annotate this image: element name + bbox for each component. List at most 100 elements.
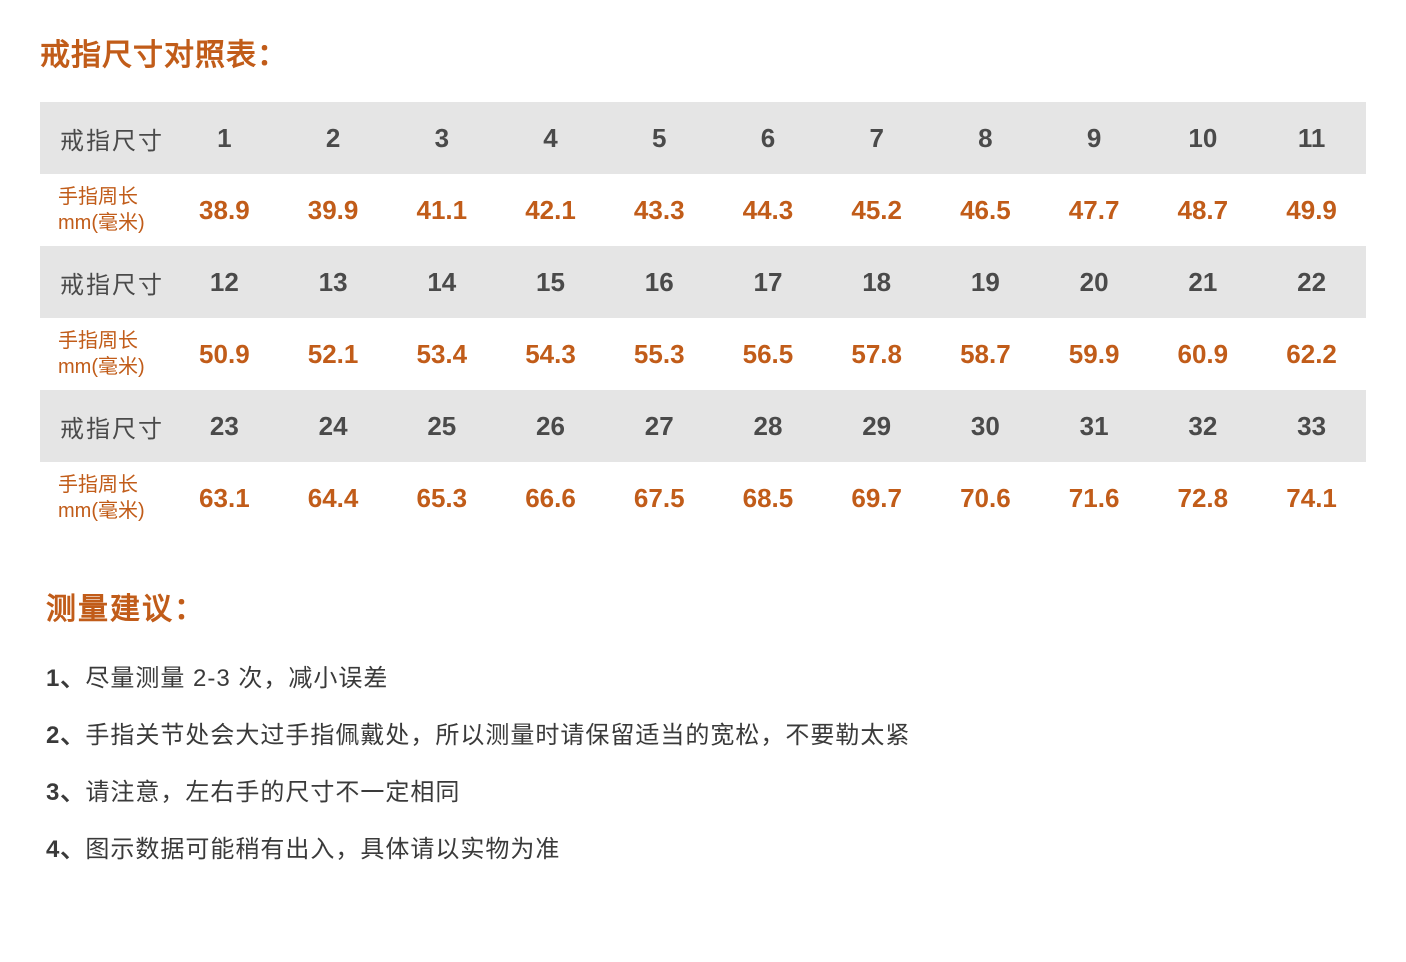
circumference-cell: 47.7	[1040, 174, 1149, 246]
ring-size-table: 戒指尺寸1234567891011手指周长mm(毫米)38.939.941.14…	[40, 102, 1366, 534]
size-cell: 15	[496, 246, 605, 318]
size-cell: 4	[496, 102, 605, 174]
advice-title: 测量建议：	[40, 584, 1366, 628]
circumference-cell: 46.5	[931, 174, 1040, 246]
circ-label-line2: mm(毫米)	[58, 212, 145, 234]
circ-label-line2: mm(毫米)	[58, 356, 145, 378]
circumference-cell: 49.9	[1257, 174, 1366, 246]
circumference-cell: 56.5	[714, 318, 823, 390]
advice-item: 3、请注意，左右手的尺寸不一定相同	[40, 772, 1366, 807]
size-cell: 11	[1257, 102, 1366, 174]
advice-item-text: 图示数据可能稍有出入，具体请以实物为准	[85, 836, 560, 863]
size-cell: 7	[822, 102, 931, 174]
table-row: 戒指尺寸2324252627282930313233	[40, 390, 1366, 462]
circumference-cell: 67.5	[605, 462, 714, 534]
circumference-cell: 43.3	[605, 174, 714, 246]
size-cell: 8	[931, 102, 1040, 174]
circumference-cell: 55.3	[605, 318, 714, 390]
circ-label-line1: 手指周长	[58, 330, 138, 352]
size-cell: 25	[387, 390, 496, 462]
size-label: 戒指尺寸	[40, 390, 170, 462]
circumference-cell: 44.3	[714, 174, 823, 246]
size-cell: 5	[605, 102, 714, 174]
circumference-cell: 69.7	[822, 462, 931, 534]
size-cell: 19	[931, 246, 1040, 318]
size-label: 戒指尺寸	[40, 102, 170, 174]
circumference-cell: 60.9	[1148, 318, 1257, 390]
page-title: 戒指尺寸对照表：	[40, 30, 1366, 74]
size-cell: 31	[1040, 390, 1149, 462]
size-cell: 30	[931, 390, 1040, 462]
advice-item-text: 请注意，左右手的尺寸不一定相同	[85, 779, 460, 806]
circumference-cell: 39.9	[279, 174, 388, 246]
advice-item-text: 尽量测量 2-3 次，减小误差	[85, 665, 388, 692]
size-cell: 2	[279, 102, 388, 174]
circumference-cell: 57.8	[822, 318, 931, 390]
size-cell: 6	[714, 102, 823, 174]
circumference-cell: 58.7	[931, 318, 1040, 390]
circumference-cell: 74.1	[1257, 462, 1366, 534]
circumference-cell: 64.4	[279, 462, 388, 534]
size-cell: 23	[170, 390, 279, 462]
size-cell: 32	[1148, 390, 1257, 462]
size-cell: 17	[714, 246, 823, 318]
circumference-cell: 65.3	[387, 462, 496, 534]
circumference-cell: 42.1	[496, 174, 605, 246]
table-row: 手指周长 mm(毫米) 38.939.941.142.143.344.345.246…	[40, 174, 1366, 246]
table-row: 戒指尺寸1213141516171819202122	[40, 246, 1366, 318]
size-label: 戒指尺寸	[40, 246, 170, 318]
size-cell: 9	[1040, 102, 1149, 174]
circumference-cell: 54.3	[496, 318, 605, 390]
size-cell: 24	[279, 390, 388, 462]
circumference-cell: 70.6	[931, 462, 1040, 534]
advice-item-num: 3、	[46, 779, 85, 806]
size-cell: 28	[714, 390, 823, 462]
size-cell: 10	[1148, 102, 1257, 174]
size-cell: 27	[605, 390, 714, 462]
size-cell: 22	[1257, 246, 1366, 318]
advice-item-num: 1、	[46, 665, 85, 692]
circumference-cell: 71.6	[1040, 462, 1149, 534]
size-cell: 16	[605, 246, 714, 318]
table-row: 戒指尺寸1234567891011	[40, 102, 1366, 174]
circumference-cell: 38.9	[170, 174, 279, 246]
circumference-cell: 63.1	[170, 462, 279, 534]
size-cell: 20	[1040, 246, 1149, 318]
table-row: 手指周长 mm(毫米) 63.164.465.366.667.568.569.770…	[40, 462, 1366, 534]
size-cell: 26	[496, 390, 605, 462]
size-cell: 21	[1148, 246, 1257, 318]
advice-item-num: 2、	[46, 722, 85, 749]
circumference-cell: 66.6	[496, 462, 605, 534]
circumference-cell: 68.5	[714, 462, 823, 534]
size-cell: 14	[387, 246, 496, 318]
advice-item: 1、尽量测量 2-3 次，减小误差	[40, 658, 1366, 693]
size-cell: 18	[822, 246, 931, 318]
size-cell: 13	[279, 246, 388, 318]
circ-label-line1: 手指周长	[58, 474, 138, 496]
circumference-cell: 72.8	[1148, 462, 1257, 534]
size-cell: 12	[170, 246, 279, 318]
circumference-label: 手指周长 mm(毫米)	[40, 174, 170, 246]
table-row: 手指周长 mm(毫米) 50.952.153.454.355.356.557.858…	[40, 318, 1366, 390]
size-cell: 33	[1257, 390, 1366, 462]
circumference-label: 手指周长 mm(毫米)	[40, 462, 170, 534]
circumference-cell: 45.2	[822, 174, 931, 246]
advice-list: 1、尽量测量 2-3 次，减小误差 2、手指关节处会大过手指佩戴处，所以测量时请保…	[40, 658, 1366, 864]
circumference-cell: 59.9	[1040, 318, 1149, 390]
advice-item: 2、手指关节处会大过手指佩戴处，所以测量时请保留适当的宽松，不要勒太紧	[40, 715, 1366, 750]
size-cell: 1	[170, 102, 279, 174]
size-cell: 29	[822, 390, 931, 462]
circumference-cell: 52.1	[279, 318, 388, 390]
advice-item-text: 手指关节处会大过手指佩戴处，所以测量时请保留适当的宽松，不要勒太紧	[85, 722, 910, 749]
size-cell: 3	[387, 102, 496, 174]
circ-label-line1: 手指周长	[58, 186, 138, 208]
circ-label-line2: mm(毫米)	[58, 500, 145, 522]
circumference-cell: 48.7	[1148, 174, 1257, 246]
circumference-cell: 41.1	[387, 174, 496, 246]
circumference-cell: 53.4	[387, 318, 496, 390]
circumference-cell: 62.2	[1257, 318, 1366, 390]
circumference-label: 手指周长 mm(毫米)	[40, 318, 170, 390]
circumference-cell: 50.9	[170, 318, 279, 390]
advice-item-num: 4、	[46, 836, 85, 863]
advice-item: 4、图示数据可能稍有出入，具体请以实物为准	[40, 829, 1366, 864]
